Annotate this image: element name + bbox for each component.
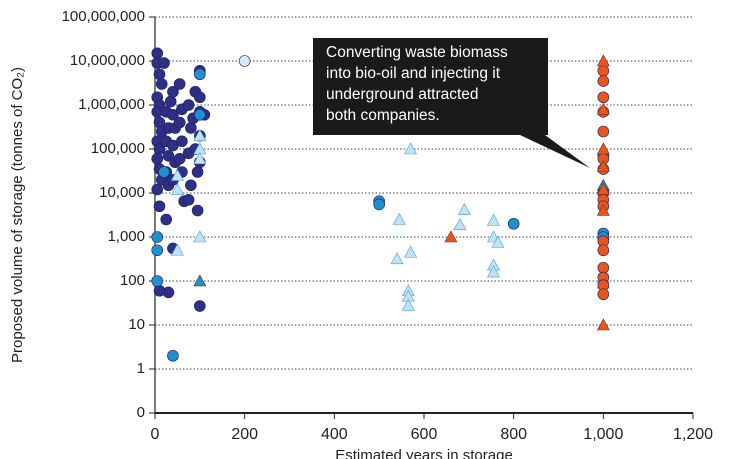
point [182,194,195,206]
point [491,235,505,248]
point [597,91,610,104]
point [453,218,467,231]
point [191,166,204,178]
x-tick-label: 400 [321,426,348,443]
y-tick-label: 10,000,000 [70,52,145,69]
point [596,102,610,115]
point [373,198,385,211]
point [170,243,184,256]
point [151,47,164,60]
point [596,159,610,172]
y-tick-label: 1,000,000 [78,96,145,113]
point [597,261,610,274]
point [401,298,415,311]
point [444,230,458,243]
point [596,318,610,331]
x-tick-label: 0 [151,426,160,443]
point [597,75,610,87]
point [158,166,170,178]
y-tick-label: 0 [137,404,145,421]
point [194,108,206,121]
point [170,182,184,195]
y-tick-label: 1,000 [107,228,145,245]
point [486,213,500,226]
point [170,168,184,181]
y-tick-label: 100 [120,272,145,289]
point [404,142,418,155]
point [238,55,251,67]
point [176,135,188,148]
point [153,68,166,81]
point [158,57,170,69]
point [182,99,195,111]
x-tick-label: 200 [231,426,258,443]
y-tick-label: 10,000 [99,184,145,201]
point [151,244,164,257]
point [167,108,179,121]
point [173,152,186,165]
point [404,245,418,258]
point [151,231,164,243]
point [486,265,500,278]
point [193,230,207,243]
annotation-text: into bio-oil and injecting it [326,65,501,82]
y-axis-title: Proposed volume of storage (tonnes of CO… [9,67,26,363]
point [173,78,186,90]
point [164,95,177,108]
x-axis-title: Estimated years in storage [335,447,513,459]
point [596,203,610,216]
point [155,78,168,90]
point [151,275,164,287]
y-tick-label: 10 [128,316,145,333]
point [390,252,404,265]
point [185,179,197,192]
point [185,122,197,134]
point [597,244,610,257]
y-tick-label: 100,000 [91,140,145,157]
point [597,288,610,301]
x-tick-label: 800 [500,426,527,443]
point [193,152,207,165]
point [160,213,173,226]
point [153,284,166,297]
point [507,217,520,230]
annotation-text: both companies. [326,107,440,124]
point [167,349,179,362]
annotation-text: Converting waste biomass [326,44,508,61]
point [194,91,206,104]
point [151,183,164,196]
point [173,116,186,129]
point [597,125,610,138]
point [151,152,164,165]
point [194,300,206,312]
point [153,200,166,213]
point [596,142,610,155]
y-tick-label: 1 [137,360,145,377]
point [596,54,610,67]
point [596,182,610,195]
point [194,68,206,81]
point [191,204,204,217]
annotation-text: underground attracted [326,86,479,103]
point [392,212,406,225]
y-tick-label: 100,000,000 [62,8,145,25]
x-tick-label: 600 [411,426,438,443]
point [457,202,471,215]
x-tick-label: 1,200 [673,426,713,443]
annotation-box [313,38,590,168]
point [597,64,610,77]
point [193,274,207,287]
point [167,85,179,98]
x-tick-label: 1,000 [583,426,623,443]
point [193,129,207,142]
